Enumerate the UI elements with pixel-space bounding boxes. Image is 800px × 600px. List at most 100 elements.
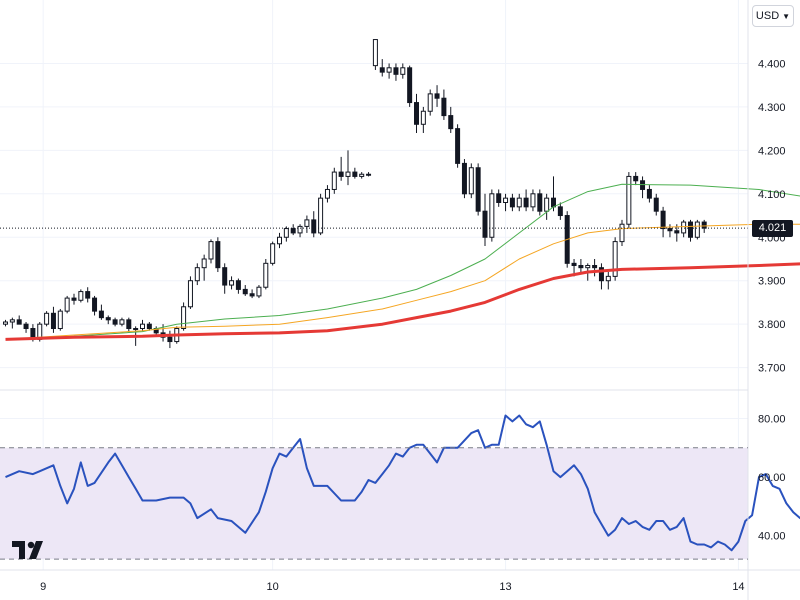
candle — [270, 243, 276, 264]
candle — [304, 219, 310, 227]
rsi-tick-label: 40.00 — [758, 531, 786, 543]
candle — [468, 167, 474, 195]
candle — [619, 223, 625, 243]
candle — [105, 317, 111, 321]
moving-averages — [5, 183, 800, 341]
candle — [414, 102, 419, 125]
candle — [530, 193, 536, 208]
candle — [181, 306, 187, 330]
candle — [489, 193, 495, 238]
candle — [393, 67, 399, 75]
candle — [441, 97, 447, 117]
candle — [345, 171, 351, 177]
candle — [379, 67, 385, 73]
candle — [688, 221, 693, 238]
candle — [119, 319, 125, 325]
candle — [126, 319, 132, 330]
candle — [551, 197, 556, 208]
candle — [537, 193, 543, 212]
time-tick-label: 10 — [267, 581, 279, 593]
candle — [50, 312, 56, 330]
price-tick-label: 4.100 — [758, 189, 786, 201]
tradingview-logo-icon[interactable] — [12, 541, 46, 564]
candle — [23, 323, 29, 330]
candle — [187, 280, 193, 308]
candle — [400, 67, 406, 75]
candle — [64, 297, 70, 312]
candle — [324, 188, 330, 199]
candle — [242, 288, 248, 295]
moving-average-line — [5, 262, 800, 341]
price-tick-label: 4.200 — [758, 145, 786, 157]
candle — [612, 241, 618, 277]
candle — [674, 230, 680, 234]
candle — [297, 225, 303, 234]
candle — [701, 221, 707, 229]
candle — [653, 197, 659, 212]
moving-average-line — [5, 223, 800, 340]
candle — [592, 265, 598, 269]
candle — [475, 167, 481, 212]
candle — [386, 67, 392, 73]
candle — [509, 197, 515, 208]
candle — [201, 258, 207, 269]
price-tick-label: 3.900 — [758, 276, 786, 288]
currency-label: USD — [755, 10, 780, 22]
candle — [407, 67, 413, 104]
candle — [311, 219, 317, 234]
last-price-tag: 4.021 — [752, 219, 793, 237]
candle — [16, 319, 22, 325]
candle — [318, 197, 324, 234]
candle — [660, 210, 666, 230]
candle — [352, 171, 358, 177]
candle — [208, 241, 214, 260]
candle — [640, 180, 646, 190]
candle — [249, 293, 255, 297]
rsi-series-line — [5, 414, 800, 552]
candle — [71, 297, 77, 301]
price-tick-label: 4.300 — [758, 102, 786, 114]
candle — [85, 291, 91, 299]
candle — [331, 171, 337, 190]
candle — [585, 265, 591, 269]
candle — [598, 267, 604, 282]
candle — [222, 267, 228, 286]
candle — [235, 280, 241, 290]
candle — [3, 321, 8, 325]
currency-selector[interactable]: USD ▼ — [752, 5, 794, 27]
candle — [256, 286, 262, 297]
candle — [92, 297, 98, 312]
candle — [667, 228, 673, 232]
candle — [167, 336, 173, 343]
price-tick-label: 3.700 — [758, 363, 786, 375]
candle — [290, 228, 296, 234]
candle — [448, 115, 454, 130]
candle — [146, 323, 152, 330]
moving-average-line — [5, 183, 800, 340]
candle — [681, 221, 687, 234]
candle — [557, 206, 563, 217]
candle — [544, 197, 550, 212]
candle — [372, 39, 378, 67]
time-tick-label: 9 — [40, 581, 46, 593]
candle — [496, 193, 502, 204]
candle — [277, 236, 282, 245]
candle — [229, 280, 235, 286]
candle — [359, 173, 365, 177]
rsi-axis[interactable]: 40.00 60.00 80.00 — [758, 413, 786, 542]
candle — [420, 110, 426, 125]
candle — [78, 291, 84, 301]
time-axis[interactable]: 91013141518:0 — [40, 581, 800, 593]
candle — [366, 173, 372, 176]
candle — [133, 328, 139, 331]
candle — [605, 275, 611, 282]
candle — [283, 228, 289, 238]
candle — [338, 171, 344, 177]
candle — [263, 262, 269, 288]
chevron-down-icon: ▼ — [782, 11, 791, 21]
price-tick-label: 4.400 — [758, 58, 786, 70]
candle — [523, 197, 529, 208]
candle — [9, 319, 15, 323]
